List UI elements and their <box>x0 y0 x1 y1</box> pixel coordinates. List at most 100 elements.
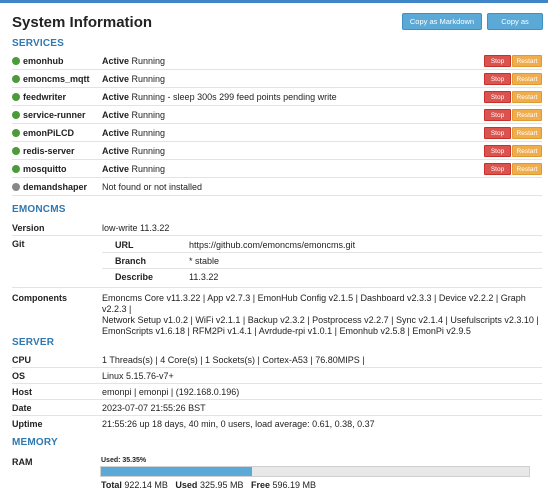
stop-button[interactable]: Stop <box>484 91 511 103</box>
host-row: Host emonpi | emonpi | (192.168.0.196) <box>12 384 542 400</box>
ram-label: RAM <box>12 457 33 467</box>
service-name: emonhub <box>23 56 64 66</box>
date-value: 2023-07-07 21:55:26 BST <box>102 403 206 413</box>
service-status: Active Running <box>102 74 165 84</box>
version-value: low-write 11.3.22 <box>102 223 170 233</box>
service-detail: Running <box>131 146 166 156</box>
service-detail: Running - sleep 300s 299 feed points pen… <box>131 92 337 102</box>
git-branch-row: Branch * stable <box>102 253 542 269</box>
emoncms-section-title: EMONCMS <box>12 204 66 215</box>
version-row: Version low-write 11.3.22 <box>12 220 542 236</box>
os-label: OS <box>12 371 26 381</box>
stop-button[interactable]: Stop <box>484 127 511 139</box>
service-name: demandshaper <box>23 182 88 192</box>
service-status: Active Running <box>102 110 165 120</box>
service-name: emoncms_mqtt <box>23 74 90 84</box>
stop-button[interactable]: Stop <box>484 145 511 157</box>
service-status: Not found or not installed <box>102 182 202 192</box>
service-name: mosquitto <box>23 164 67 174</box>
service-row-emonhub: emonhub Active Running Stop Restart <box>12 53 542 70</box>
restart-button[interactable]: Restart <box>512 91 542 103</box>
uptime-row: Uptime 21:55:26 up 18 days, 40 min, 0 us… <box>12 416 542 432</box>
service-detail: Running <box>131 110 166 120</box>
memory-section-title: MEMORY <box>12 437 58 448</box>
date-row: Date 2023-07-07 21:55:26 BST <box>12 400 542 416</box>
service-status: Active Running - sleep 300s 299 feed poi… <box>102 92 337 102</box>
restart-button[interactable]: Restart <box>512 73 542 85</box>
service-detail: Running <box>131 164 166 174</box>
components-line: Emoncms Core v11.3.22 | App v2.7.3 | Emo… <box>102 293 526 314</box>
version-label: Version <box>12 223 45 233</box>
top-border <box>0 0 548 3</box>
cpu-value: 1 Threads(s) | 4 Core(s) | 1 Sockets(s) … <box>102 355 365 365</box>
service-name: service-runner <box>23 110 86 120</box>
ram-total-value: 922.14 MB <box>124 480 168 490</box>
service-detail: Running <box>131 56 166 66</box>
copy-as-markdown-button[interactable]: Copy as Markdown <box>402 13 482 30</box>
service-row-demandshaper: demandshaper Not found or not installed <box>12 179 542 196</box>
service-name: feedwriter <box>23 92 67 102</box>
components-value: Emoncms Core v11.3.22 | App v2.7.3 | Emo… <box>102 293 542 337</box>
service-name: redis-server <box>23 146 75 156</box>
service-name: emonPiLCD <box>23 128 75 138</box>
components-line: Network Setup v1.0.2 | WiFi v2.1.1 | Bac… <box>102 315 539 325</box>
service-status: Active Running <box>102 56 165 66</box>
service-state: Active <box>102 110 130 120</box>
status-dot-icon <box>12 165 20 173</box>
services-section-title: SERVICES <box>12 38 64 49</box>
copy-as-text-button[interactable]: Copy as Text <box>487 13 543 41</box>
restart-button[interactable]: Restart <box>512 55 542 67</box>
service-state: Active <box>102 74 130 84</box>
ram-free-value: 596.19 MB <box>272 480 317 490</box>
git-url-row: URL https://github.com/emoncms/emoncms.g… <box>102 237 542 253</box>
service-row-emonPiLCD: emonPiLCD Active Running Stop Restart <box>12 125 542 142</box>
git-describe-row: Describe 11.3.22 <box>102 269 542 285</box>
ram-row: RAM <box>12 454 542 494</box>
status-dot-icon <box>12 57 20 65</box>
git-branch-label: Branch <box>115 256 147 266</box>
restart-button[interactable]: Restart <box>512 127 542 139</box>
restart-button[interactable]: Restart <box>512 109 542 121</box>
service-row-redis-server: redis-server Active Running Stop Restart <box>12 143 542 160</box>
page-header: System Information Copy as Markdown Copy… <box>12 12 543 41</box>
service-row-emoncms_mqtt: emoncms_mqtt Active Running Stop Restart <box>12 71 542 88</box>
service-detail: Running <box>131 128 166 138</box>
service-detail: Running <box>131 74 166 84</box>
components-label: Components <box>12 293 67 303</box>
service-status: Active Running <box>102 164 165 174</box>
status-dot-icon <box>12 93 20 101</box>
ram-used-value: 325.95 MB <box>199 480 244 490</box>
status-dot-icon <box>12 183 20 191</box>
git-url-label: URL <box>115 240 134 250</box>
service-state: Active <box>102 92 130 102</box>
stop-button[interactable]: Stop <box>484 55 511 67</box>
uptime-value: 21:55:26 up 18 days, 40 min, 0 users, lo… <box>102 419 375 429</box>
git-branch-value: * stable <box>189 256 220 266</box>
cpu-row: CPU 1 Threads(s) | 4 Core(s) | 1 Sockets… <box>12 352 542 368</box>
service-row-mosquitto: mosquitto Active Running Stop Restart <box>12 161 542 178</box>
service-row-service-runner: service-runner Active Running Stop Restart <box>12 107 542 124</box>
page-title: System Information <box>12 14 153 31</box>
host-label: Host <box>12 387 32 397</box>
ram-stats: Total 922.14 MB Used 325.95 MB Free 596.… <box>101 480 316 490</box>
uptime-label: Uptime <box>12 419 43 429</box>
stop-button[interactable]: Stop <box>484 163 511 175</box>
status-dot-icon <box>12 75 20 83</box>
status-dot-icon <box>12 111 20 119</box>
ram-usage-bar-fill <box>101 467 253 476</box>
os-value: Linux 5.15.76-v7+ <box>102 371 174 381</box>
git-describe-value: 11.3.22 <box>189 272 219 282</box>
server-section-title: SERVER <box>12 337 55 348</box>
git-url-value: https://github.com/emoncms/emoncms.git <box>189 240 356 250</box>
ram-free-label: Free <box>250 480 270 490</box>
ram-used-percent: Used: 35.35% <box>101 457 147 464</box>
status-dot-icon <box>12 129 20 137</box>
restart-button[interactable]: Restart <box>512 163 542 175</box>
host-value: emonpi | emonpi | (192.168.0.196) <box>102 387 240 397</box>
restart-button[interactable]: Restart <box>512 145 542 157</box>
service-status: Active Running <box>102 128 165 138</box>
stop-button[interactable]: Stop <box>484 73 511 85</box>
components-row: Components Emoncms Core v11.3.22 | App v… <box>12 288 542 336</box>
stop-button[interactable]: Stop <box>484 109 511 121</box>
service-detail: Not found or not installed <box>102 182 203 192</box>
